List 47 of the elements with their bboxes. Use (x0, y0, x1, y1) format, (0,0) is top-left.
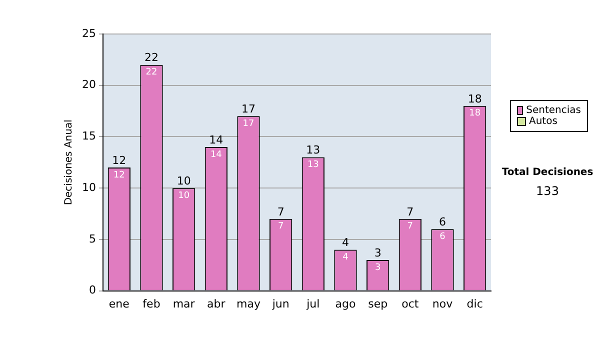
data-label: 13 (307, 160, 319, 170)
total-label: 4 (342, 236, 349, 250)
x-tick-label: ago (335, 297, 356, 310)
total-label: 7 (406, 205, 414, 218)
y-tick-label: 5 (88, 232, 96, 246)
total-label: 18 (468, 92, 482, 106)
data-label: 22 (146, 68, 158, 78)
x-tick-label: abr (207, 297, 226, 310)
data-label: 3 (374, 262, 381, 273)
total-label: 14 (209, 133, 224, 146)
x-tick-label: nov (432, 297, 454, 310)
total-label: 13 (306, 144, 320, 157)
data-label: 18 (469, 108, 481, 119)
total-label: 6 (439, 216, 446, 229)
total-label: 17 (242, 102, 256, 116)
y-tick-label: 15 (82, 130, 96, 143)
total-label: 7 (277, 205, 284, 218)
x-tick-label: dic (466, 297, 483, 310)
total-label: 10 (176, 174, 191, 188)
y-tick-label: 10 (82, 180, 96, 194)
data-label: 4 (342, 252, 349, 263)
data-label: 7 (278, 222, 284, 232)
x-tick-label: jul (306, 297, 320, 310)
total-label: 12 (112, 154, 126, 167)
x-tick-label: feb (142, 297, 160, 310)
total-label: 22 (144, 51, 158, 64)
x-tick-label: may (236, 297, 261, 310)
y-tick-label: 25 (82, 26, 96, 40)
y-tick-label: 20 (82, 78, 96, 92)
data-label: 7 (407, 222, 414, 232)
x-tick-label: ene (108, 297, 130, 310)
x-tick-label: sep (368, 297, 388, 310)
data-label: 17 (242, 119, 254, 130)
y-tick-label: 0 (88, 284, 96, 297)
data-label: 10 (178, 190, 190, 201)
total-label: 3 (374, 246, 382, 260)
x-tick-label: jun (271, 297, 290, 310)
data-label: 14 (210, 150, 222, 160)
text: 133 (535, 184, 560, 198)
data-label: 6 (440, 232, 446, 242)
text: Total Decisiones (500, 167, 594, 178)
legend-label: Sentencias (526, 105, 581, 116)
y-axis-title: Decisiones Anual (64, 120, 75, 206)
legend-label: Autos (529, 116, 558, 127)
x-tick-label: oct (402, 297, 420, 310)
data-label: 12 (113, 170, 125, 180)
x-tick-label: mar (172, 297, 196, 310)
